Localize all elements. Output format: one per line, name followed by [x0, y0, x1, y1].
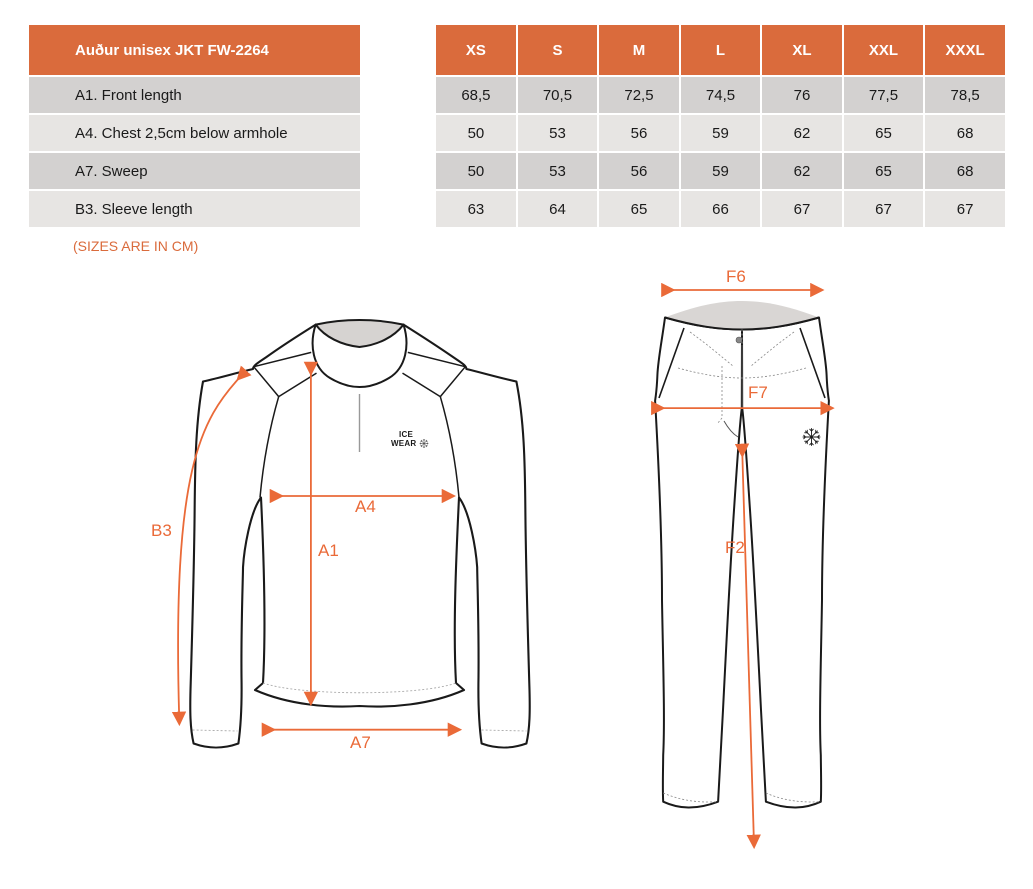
svg-text:A4: A4	[355, 497, 376, 516]
svg-text:A7: A7	[350, 733, 371, 752]
svg-text:WEAR: WEAR	[391, 439, 416, 448]
svg-text:ICE: ICE	[399, 430, 414, 439]
svg-text:B3: B3	[151, 521, 172, 540]
svg-text:A1: A1	[318, 541, 339, 560]
